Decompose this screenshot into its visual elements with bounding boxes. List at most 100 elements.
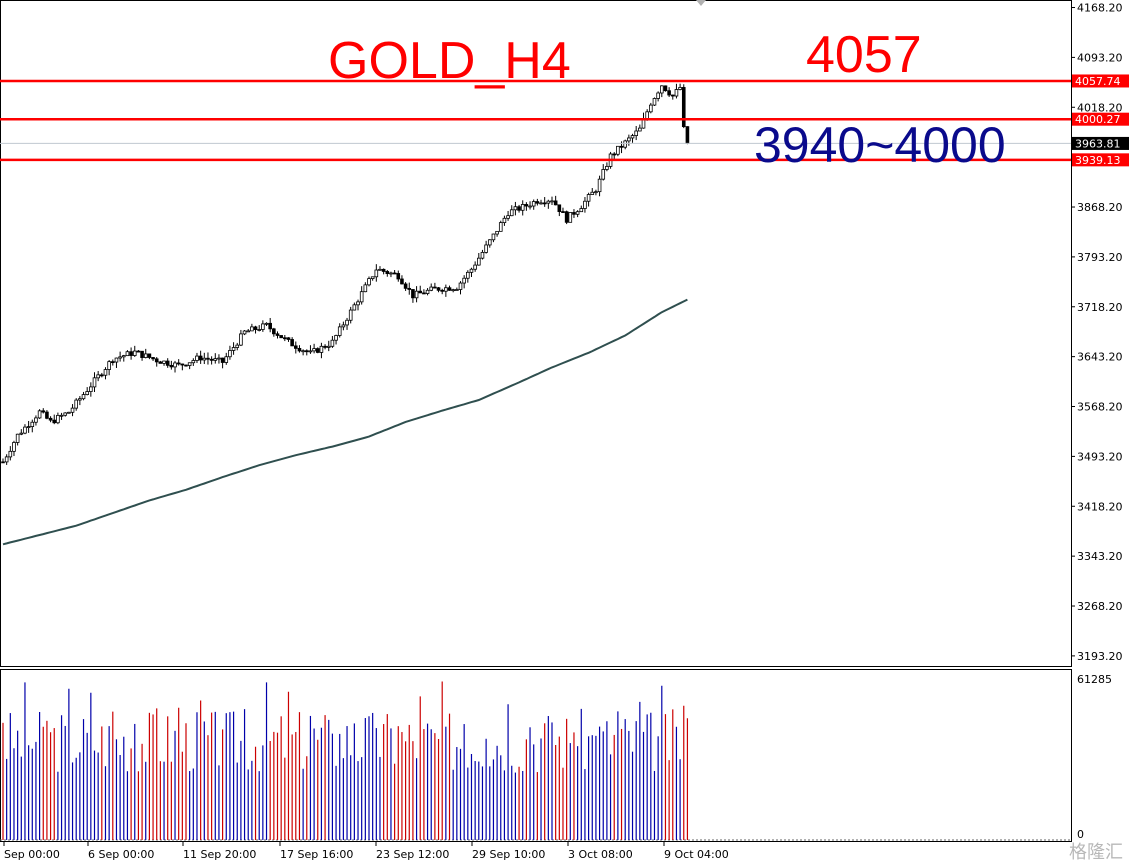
candle (206, 352, 210, 365)
volume-zero-label: 0 (1077, 828, 1084, 841)
candle (268, 317, 272, 333)
candle (345, 317, 349, 330)
candle (209, 356, 214, 365)
candle (392, 270, 397, 275)
price-axis: 4168.20 4093.20 4018.20 3868.20 3793.20 3718.… (1071, 2, 1123, 663)
candle (224, 352, 229, 365)
candle (429, 283, 434, 292)
candle (140, 350, 144, 361)
candle (173, 360, 177, 373)
candle (261, 320, 265, 332)
candle (583, 197, 587, 213)
candle (337, 323, 342, 338)
candle (81, 391, 86, 401)
candle (509, 205, 514, 217)
candle (502, 215, 507, 226)
support-range-annotation: 3940~4000 (754, 117, 1006, 173)
candle (462, 275, 466, 289)
candle (118, 351, 122, 362)
candle (433, 282, 437, 289)
watermark-logo: 格隆汇 (1069, 842, 1123, 863)
candle (297, 345, 302, 353)
price-tick-label: 3868.20 (1077, 201, 1123, 214)
candle (257, 325, 261, 332)
candle (396, 270, 401, 282)
candle (228, 345, 232, 360)
candle (601, 164, 606, 181)
candle (59, 412, 64, 420)
candle (542, 197, 547, 207)
candle (422, 289, 426, 295)
candle (334, 334, 338, 345)
price-tick-label: 4168.20 (1077, 2, 1123, 15)
candle (250, 323, 254, 332)
candle (187, 362, 192, 370)
candle (195, 352, 199, 364)
price-tag-label: 4057.74 (1075, 75, 1121, 88)
candle (678, 83, 682, 91)
candle (121, 354, 126, 362)
candle (1, 458, 5, 464)
candle (667, 87, 671, 97)
candle (8, 446, 13, 461)
time-tick-label: 29 Sep 10:00 (472, 848, 545, 861)
candle (469, 267, 474, 278)
candle (381, 268, 386, 275)
candle (48, 416, 53, 423)
resistance-annotation: 4057 (806, 26, 922, 84)
candle (191, 358, 196, 366)
candle (374, 264, 379, 282)
candle (89, 382, 93, 397)
candle (674, 83, 679, 99)
candle (400, 275, 404, 285)
time-tick-label: Sep 00:00 (4, 848, 60, 861)
candle (143, 348, 148, 359)
candle (572, 209, 576, 218)
candle (590, 188, 595, 195)
price-tick-label: 3343.20 (1077, 550, 1123, 563)
candle (348, 306, 353, 324)
candle (652, 97, 657, 106)
candle (517, 204, 521, 213)
candle (385, 270, 390, 277)
candle (103, 367, 108, 380)
candle (326, 340, 331, 352)
price-tick-label: 3643.20 (1077, 351, 1123, 364)
candle (301, 349, 305, 356)
candle (414, 286, 419, 303)
candle (198, 350, 203, 364)
candle (253, 325, 258, 334)
candle (45, 410, 49, 420)
time-tick-label: 11 Sep 20:00 (183, 848, 256, 861)
candle (26, 420, 31, 433)
candle (352, 302, 357, 311)
candle (630, 133, 635, 143)
candle (56, 412, 60, 425)
candle (670, 94, 675, 100)
candle (407, 282, 412, 295)
candle (681, 84, 686, 129)
candle (202, 352, 207, 365)
candle (304, 349, 309, 356)
candle (473, 261, 477, 272)
candle (180, 363, 185, 371)
candle (129, 347, 133, 360)
candle (612, 152, 617, 160)
candle (275, 331, 280, 339)
candle (513, 201, 518, 216)
candle (85, 387, 89, 396)
candle (96, 371, 100, 382)
price-tag (1072, 112, 1129, 126)
candle (239, 329, 243, 347)
candle (418, 285, 423, 294)
price-tag-label: 3939.13 (1075, 154, 1121, 167)
candle (649, 102, 653, 114)
time-tick-label: 9 Oct 04:00 (664, 848, 729, 861)
candle (154, 357, 159, 367)
candle (557, 204, 562, 217)
candle (19, 429, 24, 436)
candle (70, 404, 75, 417)
candle (37, 409, 42, 419)
moving-average-layer (2, 298, 688, 546)
